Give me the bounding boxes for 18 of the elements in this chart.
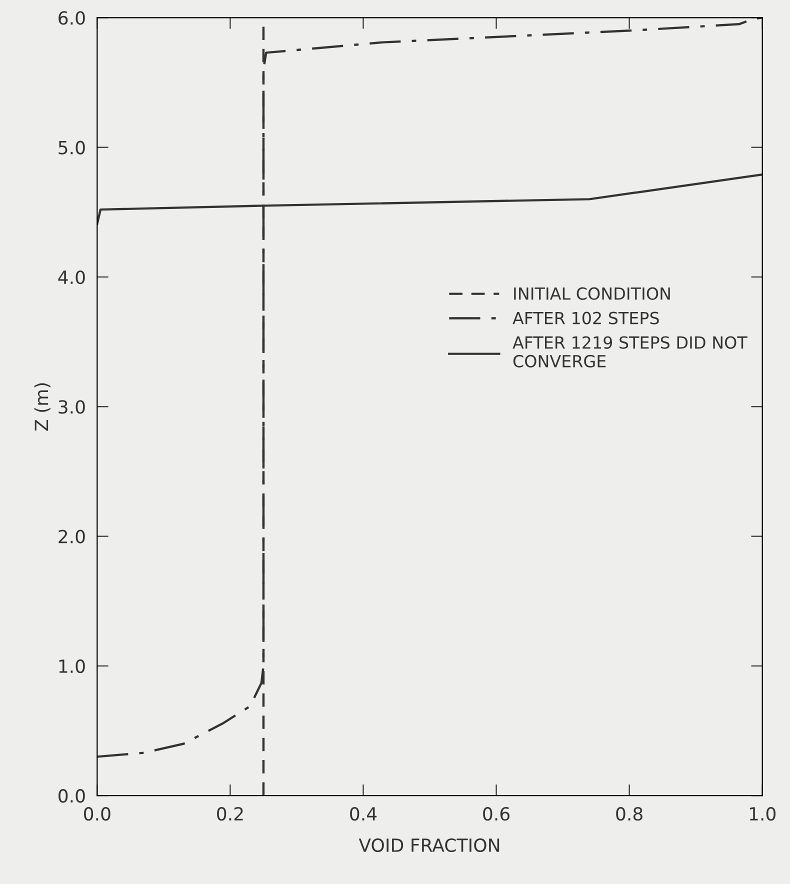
x-tick-label: 1.0	[750, 807, 776, 821]
y-axis-title: Z (m)	[34, 383, 50, 431]
y-tick-label: 1.0	[59, 659, 85, 674]
x-tick-label: 0.0	[84, 807, 110, 821]
y-tick-label: 3.0	[58, 400, 85, 414]
y-tick-label: 4.0	[58, 270, 85, 284]
y-tick-label: 5.0	[58, 140, 85, 154]
legend-label: AFTER 1219 STEPS DID NOT CONVERGE	[512, 336, 748, 368]
legend-label: INITIAL CONDITION	[514, 287, 670, 300]
x-tick-label: 0.2	[217, 807, 243, 821]
y-tick-label: 6.0	[58, 11, 85, 25]
x-tick-label: 0.4	[350, 807, 377, 821]
x-tick-label: 0.8	[616, 807, 642, 821]
x-tick-label: 0.6	[483, 807, 510, 821]
y-tick-label: 2.0	[58, 530, 85, 544]
x-axis-title: VOID FRACTION	[358, 838, 500, 852]
legend-label: AFTER 102 STEPS	[512, 312, 659, 324]
y-tick-label: 0.0	[58, 789, 85, 803]
